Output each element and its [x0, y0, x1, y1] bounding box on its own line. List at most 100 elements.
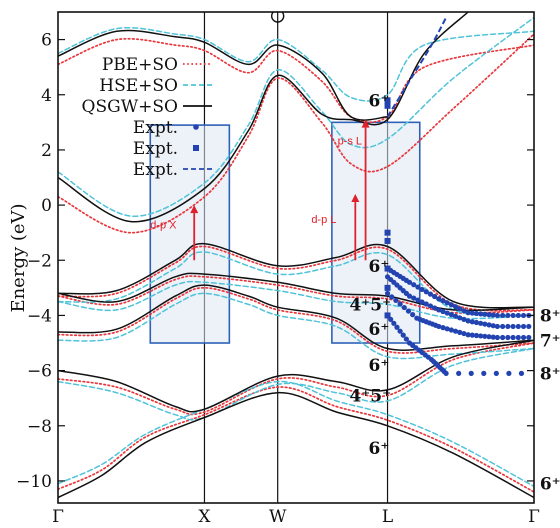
irrep-label-2: 6⁺: [368, 257, 389, 277]
expt-point: [465, 310, 471, 316]
expt-point: [510, 312, 516, 319]
band-dotted-7: [58, 37, 534, 124]
expt-point: [490, 334, 496, 340]
x-tick-label-1: X: [198, 507, 211, 527]
expt-dashed-conduction: [386, 17, 447, 118]
band-dashed-7: [58, 27, 534, 102]
expt-point: [415, 284, 421, 290]
arrow-label-3: p-s L: [338, 135, 362, 147]
expt-point: [505, 323, 511, 330]
expt-point: [486, 334, 492, 340]
band-solid-2: [58, 339, 534, 413]
expt-square: [384, 97, 391, 104]
expt-point: [490, 323, 496, 329]
irrep-label-11: 6⁺: [540, 475, 560, 495]
w-top-marker: [270, 12, 285, 23]
band-dashed-1: [58, 380, 534, 488]
expt-point: [510, 323, 516, 330]
expt-point: [457, 329, 463, 335]
irrep-label-8: 8⁺: [540, 306, 560, 326]
y-tick-label-8: 6: [41, 31, 52, 51]
expt-square: [384, 237, 391, 244]
highlight-box-1: [149, 124, 231, 344]
band-dashed-2: [58, 347, 534, 421]
expt-point: [405, 308, 412, 314]
legend-label-6: Expt.: [133, 160, 178, 180]
legend-swatch-4: [193, 124, 199, 130]
band-dashed-6: [58, 16, 534, 217]
expt-point: [393, 297, 399, 304]
expt-point: [400, 332, 406, 338]
band-dotted-1: [58, 386, 534, 493]
expt-point: [500, 323, 506, 330]
expt-point: [443, 370, 449, 376]
expt-point: [478, 311, 484, 317]
band-solid-6: [58, 12, 469, 223]
expt-point: [432, 293, 438, 300]
expt-point: [526, 334, 532, 341]
plot-frame: [57, 11, 535, 504]
expt-point: [486, 312, 492, 318]
band-solid-5: [58, 242, 534, 309]
irrep-label-6: 4⁺5⁺: [349, 386, 391, 406]
irrep-label-10: 8⁺: [540, 364, 560, 384]
expt-point: [469, 332, 475, 338]
expt-point: [452, 304, 459, 310]
y-tick-label-0: −10: [16, 472, 52, 492]
y-tick-label-2: −6: [27, 362, 52, 382]
expt-point: [515, 323, 521, 330]
band-dashed-5: [58, 251, 534, 317]
x-tick-label-0: Γ: [52, 507, 64, 527]
legend-label-4: Expt.: [133, 118, 178, 138]
expt-point: [500, 312, 506, 319]
expt-point: [469, 310, 475, 316]
expt-point: [419, 286, 425, 293]
band-solid-3: [58, 284, 534, 351]
expt-point: [461, 308, 467, 314]
arrow-label-1: d-p X: [150, 220, 177, 232]
legend-label-5: Expt.: [133, 139, 178, 159]
y-tick-label-1: −8: [27, 417, 52, 437]
legend-label-3: QSGW+SO: [82, 97, 178, 117]
expt-point: [465, 318, 471, 324]
legend-label-1: PBE+SO: [102, 55, 178, 75]
expt-point: [444, 326, 450, 332]
expt-point: [500, 334, 506, 341]
expt-point: [482, 333, 488, 339]
band-dotted-3: [58, 286, 534, 354]
expt-point: [391, 320, 397, 326]
expt-point: [510, 334, 516, 341]
expt-point: [410, 312, 416, 318]
band-dotted-4: [58, 275, 534, 314]
expt-point: [456, 370, 462, 376]
band-solid-1: [58, 391, 534, 499]
expt-point: [505, 312, 511, 319]
expt-point: [403, 336, 409, 342]
x-tick-label-4: Γ: [528, 507, 540, 527]
expt-square: [384, 312, 391, 319]
expt-square: [384, 284, 391, 291]
expt-point: [494, 312, 500, 319]
y-tick-label-6: 2: [41, 141, 52, 161]
expt-point: [478, 320, 484, 326]
expt-point: [457, 306, 463, 312]
expt-point: [473, 332, 480, 339]
expt-point: [461, 316, 467, 322]
expt-point: [478, 333, 484, 339]
expt-point: [436, 323, 442, 330]
expt-point: [473, 319, 480, 326]
expt-square: [384, 265, 391, 272]
expt-point: [444, 310, 450, 316]
expt-point: [490, 312, 496, 318]
expt-point: [440, 325, 446, 331]
expt-point: [452, 328, 459, 334]
expt-point: [436, 296, 442, 302]
expt-point: [423, 301, 429, 307]
expt-square: [384, 102, 391, 109]
expt-square: [384, 229, 391, 236]
y-tick-label-4: −2: [27, 251, 52, 271]
expt-point: [457, 315, 463, 321]
expt-point: [406, 293, 413, 299]
